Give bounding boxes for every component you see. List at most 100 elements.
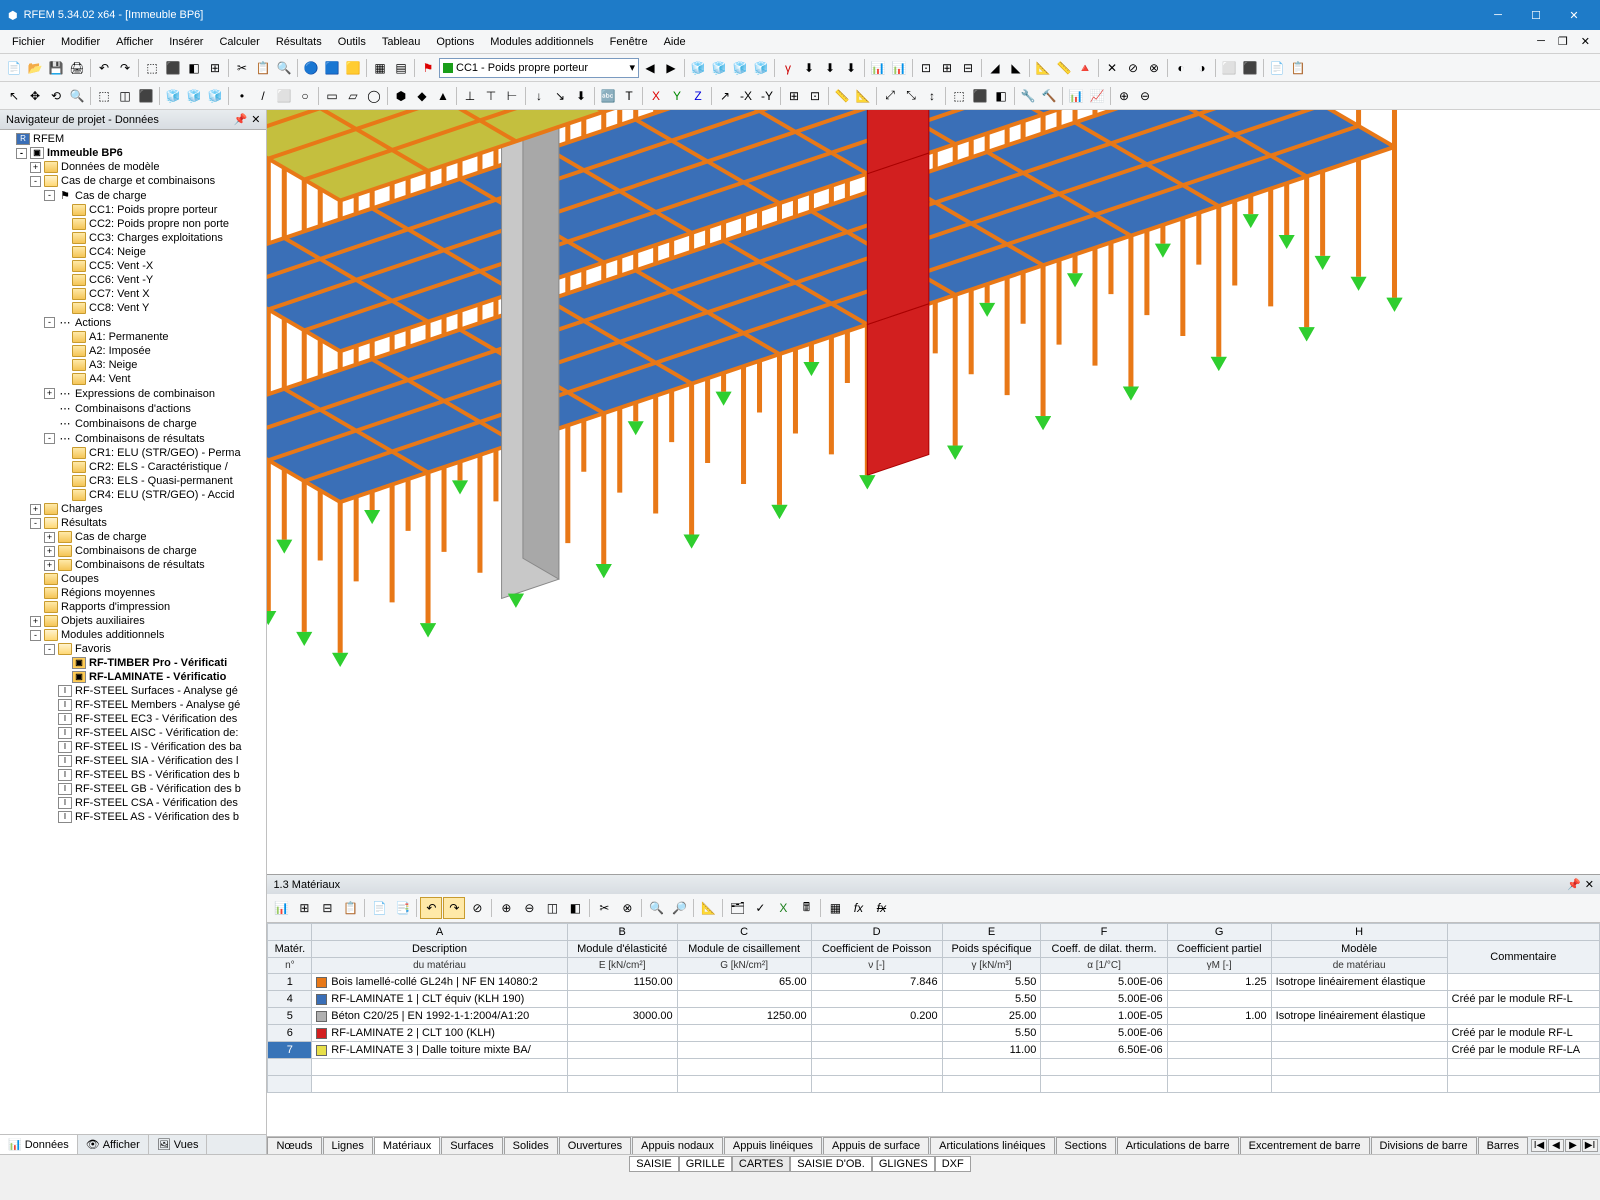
tool-icon[interactable]: ⊘ xyxy=(1123,58,1143,78)
tool-icon[interactable]: 🧊 xyxy=(205,86,225,106)
tool-icon[interactable]: γ xyxy=(778,58,798,78)
tab-last[interactable]: ▶I xyxy=(1582,1139,1598,1152)
tree-item[interactable]: CC3: Charges exploitations xyxy=(2,231,264,245)
tool-icon[interactable]: ⬜ xyxy=(1219,58,1239,78)
tree-item[interactable]: CC6: Vent -Y xyxy=(2,273,264,287)
menu-aide[interactable]: Aide xyxy=(656,33,694,51)
tool-icon[interactable]: ✂ xyxy=(232,58,252,78)
tree-item[interactable]: IRF-STEEL AISC - Vérification de: xyxy=(2,726,264,740)
tool-icon[interactable]: ⊞ xyxy=(937,58,957,78)
menu-options[interactable]: Options xyxy=(428,33,482,51)
tree-item[interactable]: -Modules additionnels xyxy=(2,628,264,642)
tool-icon[interactable]: ⤢ xyxy=(880,86,900,106)
tool-icon[interactable]: ⬚ xyxy=(949,86,969,106)
tree-item[interactable]: CC4: Neige xyxy=(2,245,264,259)
tool-icon[interactable]: ◐ xyxy=(1171,58,1191,78)
tool-icon[interactable]: ◆ xyxy=(412,86,432,106)
menu-fichier[interactable]: Fichier xyxy=(4,33,53,51)
menu-modules[interactable]: Modules additionnels xyxy=(482,33,601,51)
tree-item[interactable]: +Cas de charge xyxy=(2,530,264,544)
tool-icon[interactable]: 📊 xyxy=(1066,86,1086,106)
tree-item[interactable]: A2: Imposée xyxy=(2,344,264,358)
tool-icon[interactable]: 🧊 xyxy=(730,58,750,78)
tool-icon[interactable]: ↕ xyxy=(922,86,942,106)
status-saisie-ob[interactable]: SAISIE D'OB. xyxy=(790,1156,872,1172)
tool-icon[interactable]: ↷ xyxy=(443,897,465,919)
tree-item[interactable]: Rapports d'impression xyxy=(2,600,264,614)
tool-icon[interactable]: ▦ xyxy=(824,897,846,919)
new-icon[interactable]: 📄 xyxy=(4,58,24,78)
tree-item[interactable]: IRF-STEEL Members - Analyse gé xyxy=(2,698,264,712)
tool-icon[interactable]: ⊟ xyxy=(316,897,338,919)
tool-icon[interactable]: ✂ xyxy=(593,897,615,919)
fx-icon[interactable]: fx xyxy=(847,897,869,919)
tool-icon[interactable]: ▭ xyxy=(322,86,342,106)
tool-icon[interactable]: ◧ xyxy=(564,897,586,919)
tree-item[interactable]: +Données de modèle xyxy=(2,160,264,174)
status-dxf[interactable]: DXF xyxy=(935,1156,971,1172)
open-icon[interactable]: 📂 xyxy=(25,58,45,78)
tool-icon[interactable]: Y xyxy=(667,86,687,106)
tool-icon[interactable]: ⊡ xyxy=(916,58,936,78)
tool-icon[interactable]: 🔤 xyxy=(598,86,618,106)
tree-item[interactable]: IRF-STEEL AS - Vérification des b xyxy=(2,810,264,824)
status-glignes[interactable]: GLIGNES xyxy=(872,1156,935,1172)
tool-icon[interactable]: Z xyxy=(688,86,708,106)
panel-close-icon[interactable]: ✕ xyxy=(1585,878,1594,891)
next-icon[interactable]: ▶ xyxy=(661,58,681,78)
tool-icon[interactable]: 🧊 xyxy=(163,86,183,106)
tool-icon[interactable]: ⊤ xyxy=(481,86,501,106)
tree-item[interactable]: IRF-STEEL Surfaces - Analyse gé xyxy=(2,684,264,698)
tool-icon[interactable]: ⊞ xyxy=(205,58,225,78)
tree-item[interactable]: IRF-STEEL CSA - Vérification des xyxy=(2,796,264,810)
tool-icon[interactable]: 📑 xyxy=(391,897,413,919)
tool-icon[interactable]: ○ xyxy=(295,86,315,106)
menu-calculer[interactable]: Calculer xyxy=(211,33,267,51)
tool-icon[interactable]: 🧊 xyxy=(184,86,204,106)
tool-icon[interactable]: 📐 xyxy=(853,86,873,106)
tool-icon[interactable]: ⊕ xyxy=(1114,86,1134,106)
table-tab[interactable]: Excentrement de barre xyxy=(1240,1137,1370,1154)
tree-item[interactable]: -⋯Actions xyxy=(2,315,264,330)
table-tab[interactable]: Matériaux xyxy=(374,1137,440,1154)
tool-icon[interactable]: ▱ xyxy=(343,86,363,106)
fx-strike-icon[interactable]: fx xyxy=(870,897,892,919)
tool-icon[interactable]: 🔎 xyxy=(668,897,690,919)
tool-icon[interactable]: ⊢ xyxy=(502,86,522,106)
tool-icon[interactable]: 🧊 xyxy=(751,58,771,78)
menu-resultats[interactable]: Résultats xyxy=(268,33,330,51)
tool-icon[interactable]: ⊗ xyxy=(616,897,638,919)
table-tab[interactable]: Ouvertures xyxy=(559,1137,631,1154)
tree-item[interactable]: Coupes xyxy=(2,572,264,586)
loadcase-selector[interactable]: CC1 - Poids propre porteur ▾ xyxy=(439,58,639,78)
model-canvas[interactable] xyxy=(267,110,1600,874)
tool-icon[interactable]: -X xyxy=(736,86,756,106)
tool-icon[interactable]: ◣ xyxy=(1006,58,1026,78)
tree-item[interactable]: ▣RF-LAMINATE - Vérificatio xyxy=(2,670,264,684)
tool-icon[interactable]: ◧ xyxy=(184,58,204,78)
tree-item[interactable]: IRF-STEEL EC3 - Vérification des xyxy=(2,712,264,726)
tree-item[interactable]: IRF-STEEL SIA - Vérification des l xyxy=(2,754,264,768)
tool-icon[interactable]: 📏 xyxy=(1054,58,1074,78)
tool-icon[interactable]: 📐 xyxy=(697,897,719,919)
tree-item[interactable]: -⚑Cas de charge xyxy=(2,188,264,203)
nav-tab-afficher[interactable]: 👁Afficher xyxy=(78,1135,149,1154)
print-icon[interactable]: 🖨 xyxy=(67,58,87,78)
tool-icon[interactable]: ⬢ xyxy=(391,86,411,106)
tool-icon[interactable]: ↘ xyxy=(550,86,570,106)
table-tab[interactable]: Nœuds xyxy=(267,1137,321,1154)
tree-item[interactable]: Régions moyennes xyxy=(2,586,264,600)
tool-icon[interactable]: ◫ xyxy=(541,897,563,919)
table-tab[interactable]: Appuis de surface xyxy=(823,1137,929,1154)
redo-icon[interactable]: ↷ xyxy=(115,58,135,78)
tree-item[interactable]: -▣Immeuble BP6 xyxy=(2,146,264,160)
table-tab[interactable]: Appuis linéiques xyxy=(724,1137,822,1154)
tree-item[interactable]: IRF-STEEL BS - Vérification des b xyxy=(2,768,264,782)
menu-tableau[interactable]: Tableau xyxy=(374,33,429,51)
status-cartes[interactable]: CARTES xyxy=(732,1156,790,1172)
tool-icon[interactable]: ↗ xyxy=(715,86,735,106)
table-tab[interactable]: Lignes xyxy=(323,1137,373,1154)
tree-item[interactable]: CR3: ELS - Quasi-permanent xyxy=(2,474,264,488)
tool-icon[interactable]: ↖ xyxy=(4,86,24,106)
tool-icon[interactable]: ⊗ xyxy=(1144,58,1164,78)
